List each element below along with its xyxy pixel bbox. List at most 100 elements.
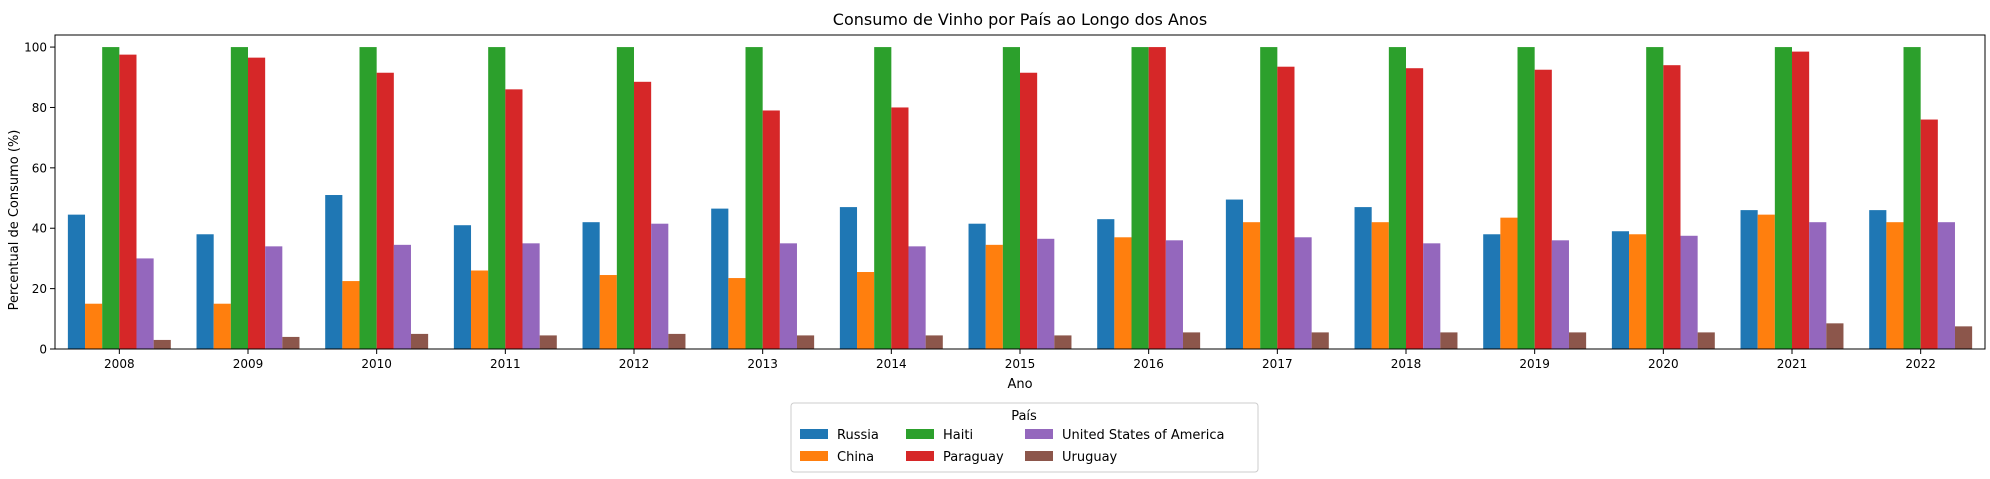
legend-label: Russia (837, 428, 879, 443)
bar-uruguay-2021 (1826, 323, 1844, 349)
bar-paraguay-2009 (248, 57, 266, 349)
bar-haiti-2011 (488, 47, 506, 349)
x-tick-label: 2017 (1262, 357, 1293, 371)
bar-haiti-2012 (616, 47, 634, 349)
bar-paraguay-2019 (1534, 69, 1552, 349)
bar-china-2011 (471, 270, 489, 349)
y-tick-label: 80 (32, 101, 47, 115)
x-tick-label: 2016 (1133, 357, 1164, 371)
bar-paraguay-2015 (1020, 72, 1038, 350)
legend-label: United States of America (1062, 428, 1224, 443)
bar-haiti-2021 (1774, 47, 1792, 349)
bar-paraguay-2011 (505, 89, 523, 349)
bar-paraguay-2022 (1920, 119, 1938, 349)
bar-united-states-of-america-2018 (1423, 243, 1441, 349)
bar-russia-2021 (1740, 210, 1758, 349)
x-tick-label: 2009 (233, 357, 264, 371)
legend-swatch (1025, 451, 1053, 461)
bar-russia-2011 (453, 225, 472, 349)
bar-uruguay-2020 (1697, 332, 1715, 349)
bar-russia-2010 (325, 195, 343, 349)
bar-united-states-of-america-2017 (1294, 237, 1312, 349)
bar-haiti-2008 (102, 47, 120, 349)
x-tick-label: 2011 (490, 357, 521, 371)
bar-russia-2015 (968, 223, 986, 349)
legend-item-paraguay: Paraguay (906, 450, 1004, 465)
legend-item-haiti: Haiti (906, 428, 973, 443)
bar-china-2015 (985, 244, 1003, 349)
bar-uruguay-2022 (1954, 326, 1973, 349)
bar-united-states-of-america-2022 (1937, 222, 1955, 349)
legend-item-united-states-of-america: United States of America (1025, 428, 1224, 443)
bar-china-2014 (857, 272, 875, 349)
bar-uruguay-2017 (1311, 332, 1329, 349)
bar-uruguay-2016 (1182, 332, 1201, 349)
bar-china-2008 (85, 303, 103, 349)
chart-title: Consumo de Vinho por País ao Longo dos A… (833, 10, 1207, 29)
bar-uruguay-2015 (1054, 335, 1072, 349)
bar-united-states-of-america-2013 (779, 243, 797, 349)
y-tick-label: 0 (39, 343, 47, 357)
bar-russia-2019 (1483, 234, 1501, 349)
bar-haiti-2022 (1903, 47, 1921, 349)
bar-united-states-of-america-2021 (1809, 222, 1827, 349)
bar-uruguay-2012 (668, 333, 686, 349)
y-tick-label: 20 (32, 282, 47, 296)
bar-russia-2013 (711, 208, 729, 349)
legend-item-uruguay: Uruguay (1025, 450, 1118, 465)
bar-uruguay-2019 (1568, 332, 1587, 349)
legend-swatch (906, 429, 934, 439)
bar-paraguay-2018 (1406, 68, 1424, 350)
legend-label: China (837, 450, 874, 465)
bar-united-states-of-america-2020 (1680, 235, 1698, 349)
bar-china-2010 (342, 281, 360, 349)
x-tick-label: 2010 (361, 357, 392, 371)
bar-china-2012 (599, 275, 617, 349)
bar-china-2009 (213, 303, 231, 349)
bar-paraguay-2017 (1277, 66, 1295, 349)
bar-china-2021 (1757, 214, 1775, 349)
bar-uruguay-2018 (1440, 332, 1458, 349)
plot-area: 0 20 40 60 80 100 2008 2009 2010 2011 2012 2013 2014… (24, 34, 1986, 371)
bar-china-2016 (1114, 237, 1132, 349)
legend-label: Haiti (943, 428, 973, 443)
bar-haiti-2009 (230, 47, 248, 349)
bar-paraguay-2020 (1663, 65, 1681, 349)
bar-haiti-2014 (874, 47, 892, 349)
bar-united-states-of-america-2014 (908, 246, 926, 349)
legend-label: Paraguay (943, 450, 1004, 465)
bar-russia-2016 (1097, 219, 1115, 349)
x-tick-label: 2019 (1519, 357, 1550, 371)
bar-haiti-2015 (1002, 47, 1020, 349)
legend: País Russia China Haiti Paraguay United Stat… (790, 402, 1259, 473)
bar-russia-2022 (1869, 210, 1887, 349)
bar-united-states-of-america-2010 (393, 244, 411, 349)
x-tick-label: 2014 (876, 357, 907, 371)
bar-united-states-of-america-2019 (1551, 240, 1569, 349)
bar-paraguay-2008 (119, 54, 137, 350)
x-tick-label: 2021 (1777, 357, 1808, 371)
bar-haiti-2018 (1388, 47, 1406, 349)
legend-swatch (906, 451, 934, 461)
bar-united-states-of-america-2009 (265, 246, 283, 349)
bar-china-2013 (728, 278, 746, 349)
y-tick-label: 40 (32, 222, 47, 236)
x-tick-label: 2015 (1005, 357, 1036, 371)
bar-united-states-of-america-2011 (522, 243, 540, 349)
bar-paraguay-2014 (891, 107, 909, 350)
bar-haiti-2010 (359, 47, 377, 349)
bar-china-2018 (1371, 222, 1389, 349)
y-tick-label: 60 (32, 161, 47, 175)
x-tick-label: 2013 (747, 357, 778, 371)
bar-russia-2009 (196, 234, 214, 349)
bar-haiti-2017 (1260, 47, 1278, 349)
bar-paraguay-2021 (1792, 51, 1810, 350)
bar-uruguay-2014 (925, 335, 943, 349)
legend-title: País (1011, 409, 1037, 424)
x-axis-label: Ano (1007, 377, 1032, 392)
bar-uruguay-2011 (539, 335, 557, 349)
bar-uruguay-2010 (410, 333, 429, 349)
bar-china-2022 (1886, 222, 1904, 349)
bar-haiti-2013 (745, 47, 763, 349)
